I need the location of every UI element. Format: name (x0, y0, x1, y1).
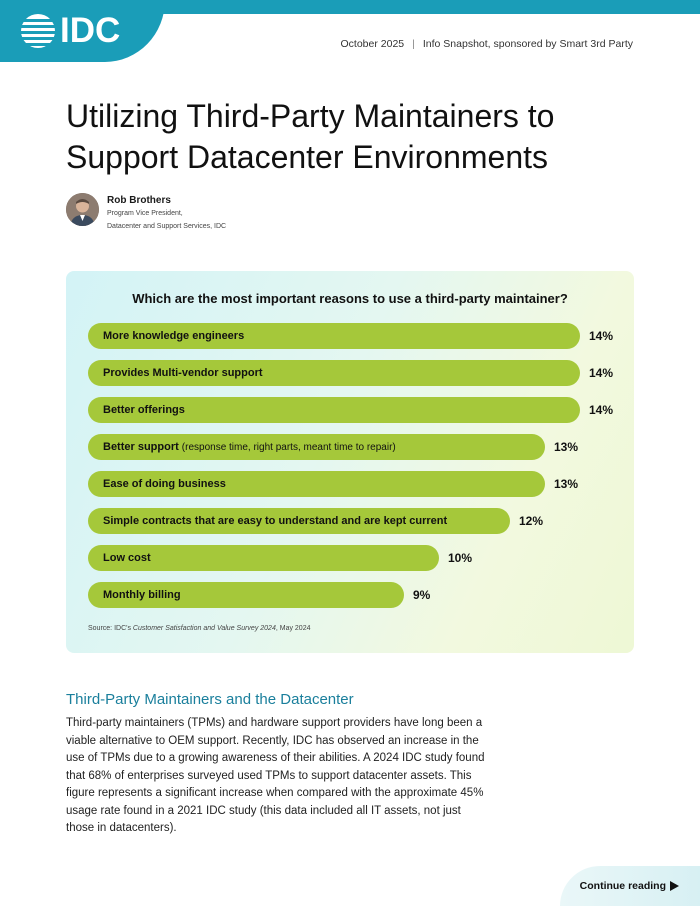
bar-value-label: 14% (589, 366, 614, 380)
play-arrow-icon[interactable] (670, 881, 679, 891)
author-block: Rob Brothers Program Vice President, Dat… (66, 193, 226, 232)
bar-value-label: 13% (554, 440, 579, 454)
chart-bar: Monthly billing (88, 582, 404, 608)
bar-label: Better support (103, 441, 179, 453)
bar-label: Ease of doing business (103, 478, 226, 490)
page-title: Utilizing Third-Party Maintainers to Sup… (66, 98, 555, 175)
section-heading: Third-Party Maintainers and the Datacent… (66, 691, 354, 708)
avatar (66, 193, 99, 226)
source-suffix: , May 2024 (275, 625, 311, 632)
doc-type: Info Snapshot, sponsored by Smart 3rd Pa… (422, 38, 633, 50)
meta-separator: | (412, 38, 415, 50)
globe-icon (20, 14, 56, 48)
chart-title: Which are the most important reasons to … (132, 291, 568, 306)
bar-value-label: 12% (519, 514, 544, 528)
top-banner (0, 0, 700, 14)
chart-bar: Simple contracts that are easy to unders… (88, 508, 510, 534)
date: October 2025 (340, 38, 405, 50)
author-role-1: Program Vice President, (107, 210, 183, 217)
bar-label: More knowledge engineers (103, 330, 245, 342)
chart-bar: Low cost (88, 545, 439, 571)
chart-bar: Better support (response time, right part… (88, 434, 545, 460)
bar-value-label: 14% (589, 403, 614, 417)
section-body: Third-party maintainers (TPMs) and hardw… (66, 717, 485, 834)
survey-chart-card: Which are the most important reasons to … (66, 271, 634, 653)
bar-label: Simple contracts that are easy to unders… (103, 515, 448, 527)
source-prefix: Source: IDC's (88, 625, 133, 632)
doc-meta: October 2025 | Info Snapshot, sponsored by… (341, 38, 634, 50)
bar-label: Better offerings (103, 404, 185, 416)
bar-value-label: 13% (554, 477, 579, 491)
source-survey: Customer Satisfaction and Value Survey 2… (132, 625, 276, 632)
bar-label: Provides Multi-vendor support (103, 367, 263, 379)
bar-value-label: 10% (448, 551, 473, 565)
bar-value-label: 9% (413, 588, 431, 602)
chart-bar: Better offerings (88, 397, 580, 423)
author-role-2: Datacenter and Support Services, IDC (107, 223, 227, 230)
chart-source: Source: IDC's Customer Satisfaction and … (88, 625, 310, 632)
idc-logo[interactable]: IDC (20, 13, 120, 49)
bar-value-label: 14% (589, 329, 614, 343)
continue-reading-link[interactable]: Continue reading (579, 880, 666, 892)
author-name: Rob Brothers (107, 195, 171, 206)
chart-bar: Ease of doing business (88, 471, 545, 497)
bar-label-note: (response time, right parts, meant time … (181, 441, 396, 453)
chart-bar: More knowledge engineers (88, 323, 580, 349)
bar-label: Low cost (103, 552, 151, 564)
bar-label: Monthly billing (103, 589, 181, 601)
logo-text: IDC (60, 11, 121, 50)
chart-bar: Provides Multi-vendor support (88, 360, 580, 386)
